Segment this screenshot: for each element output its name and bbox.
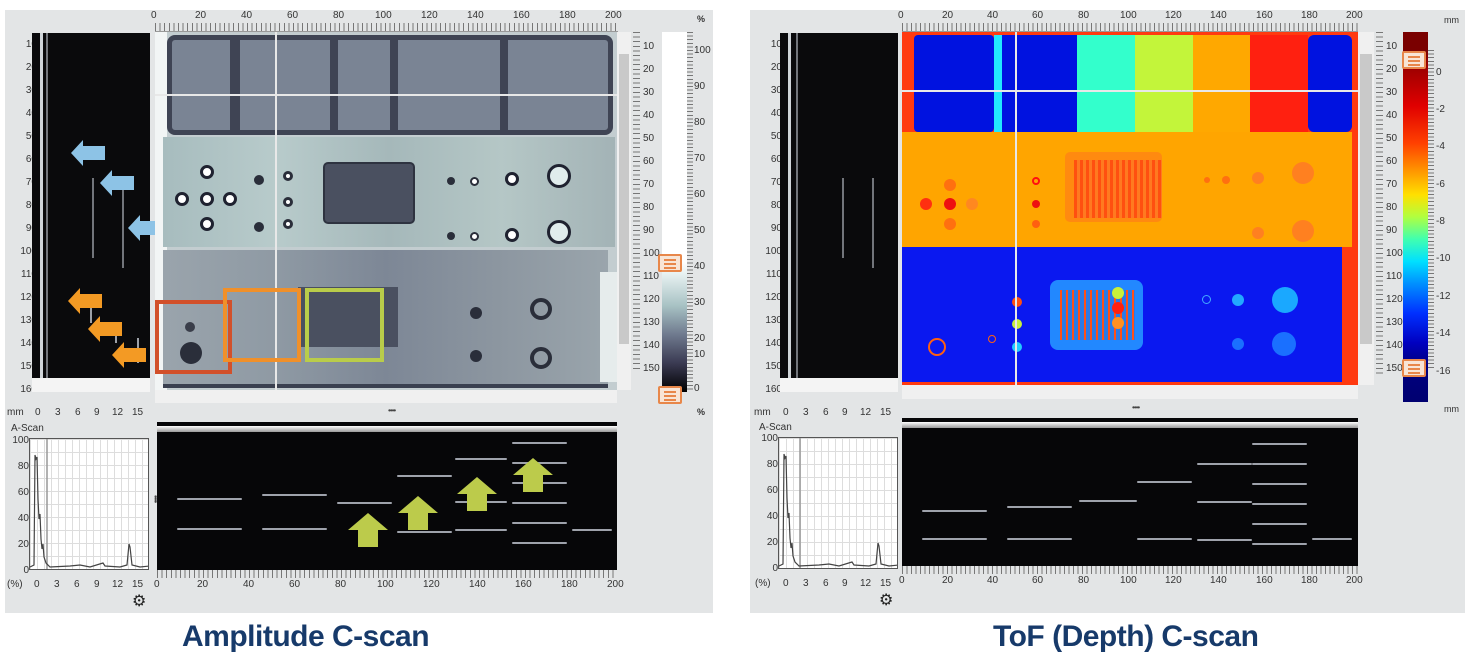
side-y-axis: 10 20 30 40 50 60 70 80 90 100 110 120 1… <box>765 39 782 395</box>
orange-arrow-icon <box>68 288 102 314</box>
amplitude-cscan-panel: 10 20 30 40 50 60 70 80 90 100 110 120 1… <box>5 10 713 613</box>
side-bscan-scrollbar[interactable] <box>32 378 150 392</box>
cscan-horizontal-scrollbar[interactable] <box>155 390 617 403</box>
orange-arrow-icon <box>88 316 122 342</box>
green-arrow-icon <box>398 496 438 530</box>
colorbar-scale: 0 -2 -4 -6 -8 -10 -12 -14 -16 <box>1436 67 1451 377</box>
tof-cscan-image[interactable] <box>902 32 1358 385</box>
cscan-y-axis: 10 20 30 40 50 60 70 80 90 100 110 120 1… <box>1376 32 1412 390</box>
orange-arrow-icon <box>112 342 146 368</box>
green-arrow-icon <box>457 477 497 511</box>
colorbar-scale: 100 90 80 70 60 50 40 30 20 10 0 <box>694 45 711 394</box>
side-bscan-image[interactable] <box>780 33 898 378</box>
ascan-title: A-Scan <box>11 423 44 434</box>
cscan-cursor-vertical[interactable] <box>275 32 277 390</box>
amplitude-caption: Amplitude C-scan <box>182 620 430 653</box>
colorbar-lower-handle[interactable] <box>1402 359 1426 377</box>
gear-icon[interactable]: ⚙ <box>132 593 147 610</box>
amplitude-cscan-image[interactable] <box>155 32 617 390</box>
ascan-title: A-Scan <box>759 422 792 433</box>
green-arrow-icon <box>513 458 553 492</box>
splitter-grip-icon[interactable]: •••• <box>151 495 160 503</box>
tof-caption: ToF (Depth) C-scan <box>993 620 1259 653</box>
cscan-vertical-scrollbar[interactable] <box>1358 32 1374 385</box>
cscan-cursor-horizontal[interactable] <box>902 90 1358 92</box>
colorbar-upper-handle[interactable] <box>658 254 682 272</box>
amplitude-colorbar <box>662 32 687 392</box>
colorbar-upper-handle[interactable] <box>1402 51 1426 69</box>
ascan-y-axis: 100 80 60 40 20 0 <box>761 433 778 574</box>
side-y-axis: 10 20 30 40 50 60 70 80 90 100 110 120 1… <box>20 40 37 395</box>
red-highlight-box <box>155 300 232 374</box>
ascan-plot[interactable] <box>29 438 149 570</box>
bscan-bottom-image[interactable] <box>902 418 1358 566</box>
cscan-cursor-vertical[interactable] <box>1015 32 1017 385</box>
bscan-bottom-image[interactable] <box>157 422 617 570</box>
colorbar-lower-handle[interactable] <box>658 386 682 404</box>
side-bscan-scrollbar[interactable] <box>780 378 898 392</box>
cscan-cursor-horizontal[interactable] <box>155 94 617 96</box>
green-highlight-box <box>305 288 384 362</box>
cscan-vertical-scrollbar[interactable] <box>617 32 631 390</box>
side-bscan-image[interactable] <box>32 33 150 378</box>
gear-icon[interactable]: ⚙ <box>879 592 894 609</box>
blue-arrow-icon <box>71 140 105 166</box>
splitter-grip-icon[interactable]: •••• <box>388 406 396 415</box>
depth-colorbar <box>1403 32 1428 402</box>
cscan-x-axis: 0 20 40 60 80 100 120 140 160 180 200 <box>151 10 622 32</box>
tof-cscan-panel: 10 20 30 40 50 60 70 80 90 100 110 120 1… <box>750 10 1465 613</box>
splitter-grip-icon[interactable]: •••• <box>1132 403 1140 412</box>
blue-arrow-icon <box>128 215 162 241</box>
orange-highlight-box <box>223 288 301 362</box>
green-arrow-icon <box>348 513 388 547</box>
ascan-y-axis: 100 80 60 40 20 0 <box>12 435 29 576</box>
cscan-y-axis: 10 20 30 40 50 60 70 80 90 100 110 120 1… <box>633 32 669 390</box>
cscan-x-axis: 0 20 40 60 80 100 120 140 160 180 200 <box>898 10 1363 32</box>
cscan-horizontal-scrollbar[interactable] <box>902 385 1358 399</box>
ascan-plot[interactable] <box>778 437 898 569</box>
blue-arrow-icon <box>100 170 134 196</box>
